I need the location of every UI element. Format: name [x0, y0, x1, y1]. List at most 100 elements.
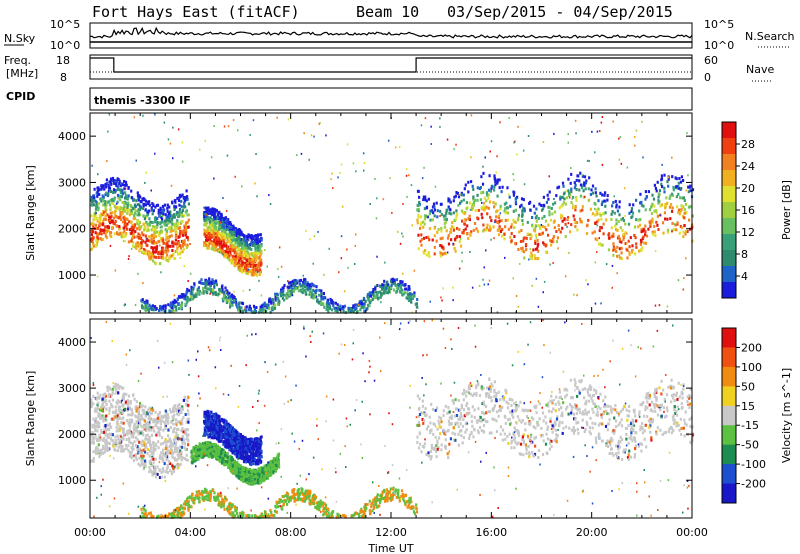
data-cell: [116, 200, 119, 204]
noise-cell: [611, 264, 614, 267]
data-cell: [181, 295, 184, 299]
data-cell: [226, 290, 229, 294]
data-cell: [603, 193, 606, 197]
data-cell: [538, 202, 541, 206]
nave-label: Nave: [746, 63, 774, 76]
data-cell: [162, 241, 165, 245]
data-cell: [479, 198, 482, 202]
data-cell: [257, 265, 261, 269]
data-cell: [133, 216, 137, 220]
data-cell: [132, 435, 135, 439]
data-cell: [90, 214, 93, 218]
freq-tick-top: 18: [56, 54, 70, 67]
data-cell: [246, 235, 249, 239]
data-cell: [112, 444, 115, 448]
data-cell: [180, 229, 184, 233]
data-cell: [325, 308, 328, 312]
data-cell: [96, 235, 99, 239]
data-cell: [136, 430, 139, 434]
noise-cell: [395, 146, 397, 149]
noise-cell: [183, 265, 185, 268]
noise-cell: [130, 247, 133, 250]
data-cell: [235, 241, 238, 245]
data-cell: [163, 309, 166, 313]
data-cell: [235, 300, 238, 304]
data-cell: [266, 306, 269, 310]
data-cell: [171, 201, 174, 205]
data-cell: [203, 230, 207, 234]
data-cell: [302, 281, 305, 285]
data-cell: [379, 290, 382, 294]
noise-cell: [599, 130, 601, 132]
noise-cell: [124, 187, 127, 190]
data-cell: [366, 295, 369, 299]
data-cell: [145, 422, 148, 426]
data-cell: [125, 438, 128, 441]
data-cell: [171, 253, 175, 257]
data-cell: [268, 297, 271, 301]
data-cell: [133, 440, 136, 444]
data-cell: [385, 289, 388, 293]
data-cell: [242, 249, 245, 253]
data-cell: [97, 206, 100, 210]
data-cell: [640, 248, 643, 252]
data-cell: [94, 204, 98, 208]
data-cell: [201, 291, 204, 295]
data-cell: [444, 251, 447, 255]
data-cell: [136, 424, 139, 428]
noise-cell: [420, 124, 423, 127]
data-cell: [161, 307, 165, 310]
data-cell: [409, 295, 412, 299]
data-cell: [514, 200, 517, 204]
data-cell: [106, 389, 109, 393]
data-cell: [494, 219, 497, 223]
data-cell: [185, 403, 189, 407]
data-cell: [677, 181, 680, 185]
data-cell: [98, 214, 101, 218]
data-cell: [520, 203, 523, 207]
data-cell: [215, 239, 218, 243]
data-cell: [461, 231, 464, 235]
nsky-label: N.Sky: [4, 32, 36, 45]
data-cell: [95, 452, 98, 456]
data-cell: [145, 305, 148, 309]
noise-cell: [218, 251, 221, 254]
data-cell: [145, 301, 148, 305]
data-cell: [221, 288, 224, 291]
data-cell: [231, 231, 234, 234]
data-cell: [156, 465, 159, 469]
data-cell: [158, 469, 162, 472]
noise-cell: [249, 134, 251, 136]
data-cell: [560, 216, 563, 220]
data-cell: [575, 221, 579, 225]
data-cell: [594, 222, 597, 225]
data-cell: [387, 287, 390, 291]
data-cell: [208, 222, 211, 226]
noise-cell: [256, 270, 259, 273]
data-cell: [164, 409, 167, 413]
data-cell: [152, 457, 155, 461]
data-cell: [130, 446, 133, 449]
data-cell: [234, 298, 237, 301]
data-cell: [94, 428, 97, 432]
data-cell: [122, 393, 125, 397]
noise-cell: [142, 114, 144, 117]
data-cell: [184, 413, 187, 416]
data-cell: [100, 212, 103, 216]
data-cell: [169, 447, 172, 451]
data-cell: [108, 392, 111, 396]
data-cell: [227, 218, 230, 222]
data-cell: [174, 447, 177, 451]
data-cell: [108, 399, 111, 403]
data-cell: [579, 171, 582, 175]
data-cell: [298, 282, 301, 286]
noise-cell: [255, 153, 257, 155]
data-cell: [222, 290, 226, 294]
data-cell: [575, 199, 578, 202]
noise-cell: [527, 135, 530, 137]
data-cell: [460, 209, 464, 213]
data-cell: [621, 217, 624, 221]
data-cell: [543, 242, 546, 246]
data-cell: [597, 199, 600, 203]
data-cell: [180, 437, 183, 441]
